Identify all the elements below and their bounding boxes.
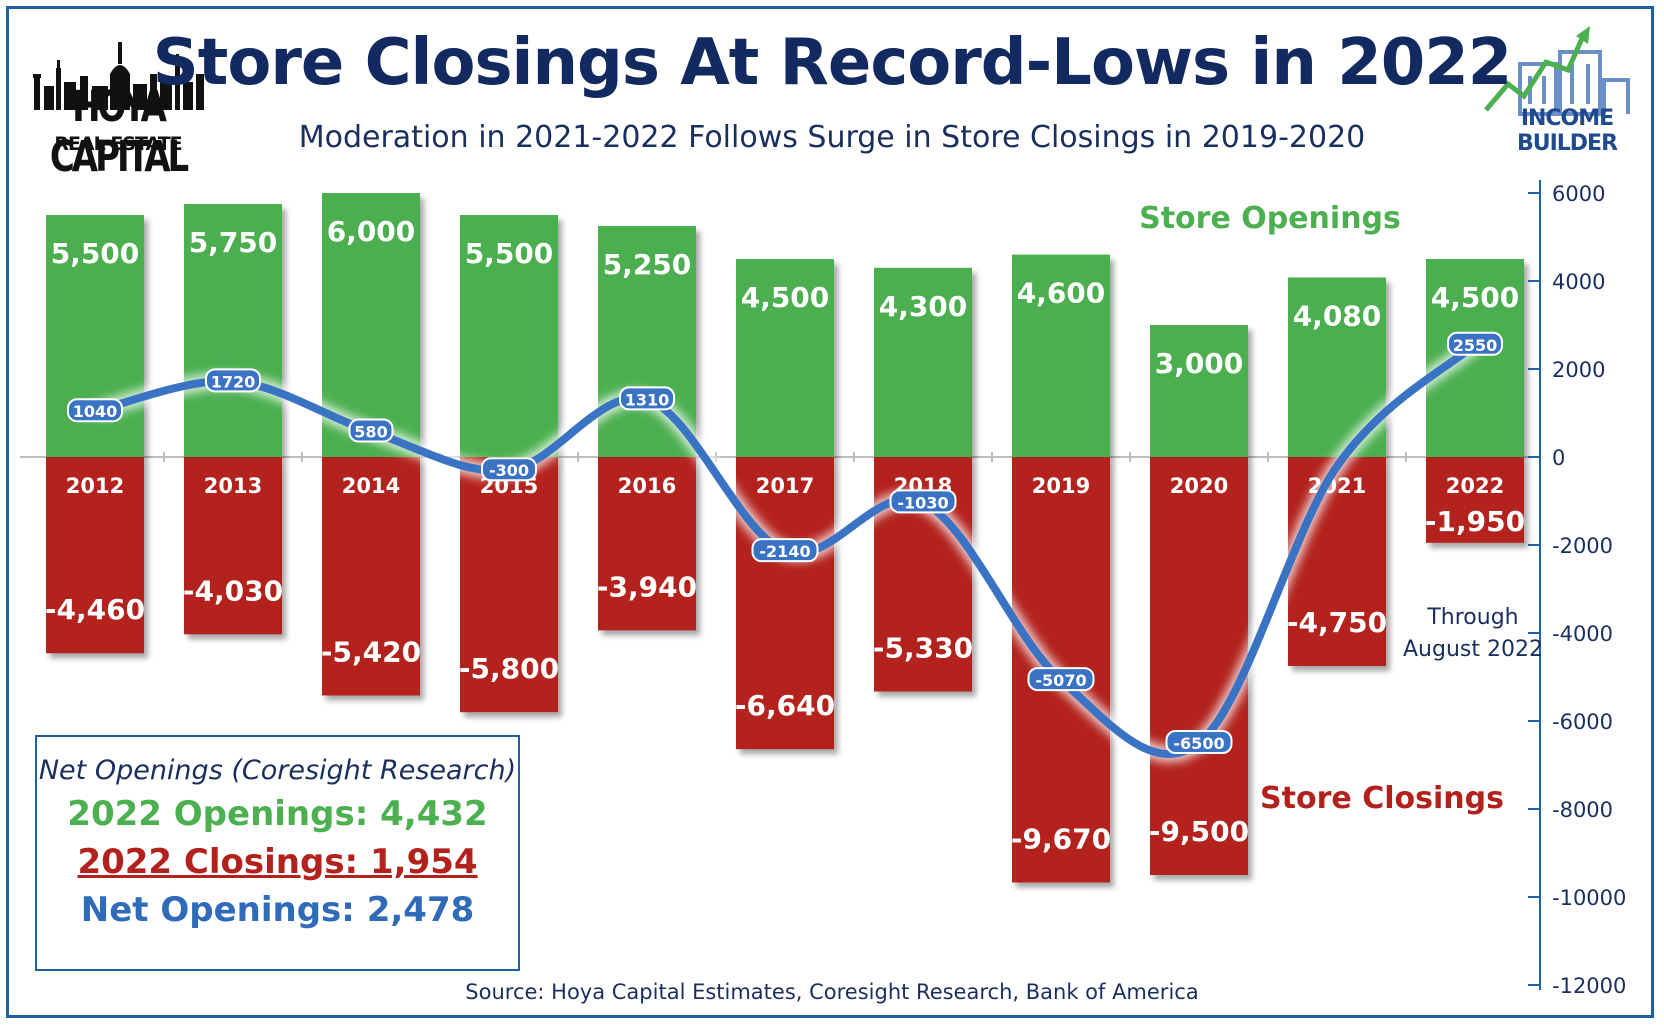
year-label: 2013 [204,474,262,498]
year-label: 2016 [618,474,676,498]
net-value-label: -5070 [1035,671,1086,690]
year-label: 2019 [1032,474,1090,498]
closing-value-label: -5,330 [873,632,973,665]
y-tick-label: -6000 [1552,710,1613,734]
year-label: 2017 [756,474,814,498]
y-tick-label: 2000 [1552,358,1605,382]
net-openings-summary-box: Net Openings (Coresight Research) 2022 O… [35,735,520,971]
hoya-capital-skyline-logo [33,42,204,110]
chart-title: Store Closings At Record-Lows in 2022 [152,26,1513,100]
net-value-label: -1030 [897,493,948,512]
year-label: 2022 [1446,474,1504,498]
closing-bar [598,457,696,631]
net-point-marker [1027,667,1095,692]
summary-net-openings: Net Openings: 2,478 [80,890,475,930]
closing-bar [1426,457,1524,543]
closing-bar [46,457,144,654]
net-value-label: 1310 [625,390,670,409]
net-value-label: -6500 [1173,734,1224,753]
opening-bar [874,267,972,457]
y-tick-label: 4000 [1552,270,1605,294]
source-note: Source: Hoya Capital Estimates, Coresigh… [465,980,1199,1004]
closing-bar [460,457,558,713]
net-value-label: -2140 [759,542,810,561]
closing-value-label: -4,460 [45,593,145,626]
opening-bar [736,259,834,457]
y-tick-label: -4000 [1552,622,1613,646]
closing-value-label: -9,500 [1149,815,1249,848]
closing-value-label: -4,750 [1287,606,1387,639]
year-label: 2020 [1170,474,1228,498]
opening-value-label: 4,600 [1017,277,1106,310]
opening-value-label: 4,500 [741,281,830,314]
net-point-marker [205,368,261,393]
closing-value-label: -6,640 [735,689,835,722]
opening-value-label: 4,300 [879,290,968,323]
opening-value-label: 5,500 [465,237,554,270]
net-point-marker [751,538,819,563]
closing-value-label: -5,420 [321,635,421,668]
closing-value-label: -4,030 [183,574,283,607]
opening-bar [460,215,558,457]
net-point-marker [889,489,957,514]
opening-value-label: 4,080 [1293,299,1382,332]
opening-value-label: 6,000 [327,215,416,248]
opening-value-label: 4,500 [1431,281,1520,314]
summary-closings: 2022 Closings: 1,954 [77,842,478,882]
opening-bar [1150,325,1248,457]
closing-bar [1288,457,1386,666]
through-august-annotation-line2: August 2022 [1403,637,1543,662]
hoya-capital-subtitle: REAL ESTATE [54,133,182,155]
through-august-annotation-line1: Through [1426,605,1518,630]
net-value-label: 580 [354,422,387,441]
summary-openings: 2022 Openings: 4,432 [67,794,488,834]
hoya-capital-wordmark: HOYA CAPITAL [49,82,189,182]
closing-value-label: -9,670 [1011,822,1111,855]
net-point-marker [348,418,394,443]
closing-value-label: -3,940 [597,570,697,603]
net-value-label: 1040 [73,402,118,421]
y-tick-label: -12000 [1552,974,1626,998]
chart-subtitle: Moderation in 2021-2022 Follows Surge in… [298,120,1366,155]
summary-heading: Net Openings (Coresight Research) [38,755,517,786]
net-point-marker [619,386,675,411]
closing-bar [1150,457,1248,875]
net-value-label: -300 [489,461,529,480]
opening-value-label: 5,500 [51,237,140,270]
opening-bar [1426,259,1524,457]
store-openings-label: Store Openings [1139,201,1401,236]
y-tick-label: 0 [1552,446,1565,470]
closing-value-label: -1,950 [1425,505,1525,538]
closing-bar [184,457,282,635]
net-point-marker [481,457,537,482]
net-point-marker [67,398,123,423]
year-label: 2012 [66,474,124,498]
y-tick-label: 6000 [1552,182,1605,206]
income-builder-building-logo [1484,26,1630,116]
net-point-marker [1447,331,1503,356]
opening-bar [1012,254,1110,457]
y-tick-label: -8000 [1552,798,1613,822]
y-tick-label: -2000 [1552,534,1613,558]
net-value-label: 2550 [1453,336,1498,355]
income-builder-wordmark: INCOME BUILDER [1516,106,1618,156]
closing-value-label: -5,800 [459,652,559,685]
net-value-label: 1720 [211,372,256,391]
opening-value-label: 5,750 [189,226,278,259]
net-point-marker [1165,730,1233,754]
opening-value-label: 5,250 [603,248,692,281]
closing-bar [736,457,834,750]
opening-bar [184,204,282,457]
closing-bar [322,457,420,696]
opening-value-label: 3,000 [1155,347,1244,380]
year-label: 2014 [342,474,400,498]
store-closings-label: Store Closings [1260,781,1504,816]
y-tick-label: -10000 [1552,886,1626,910]
